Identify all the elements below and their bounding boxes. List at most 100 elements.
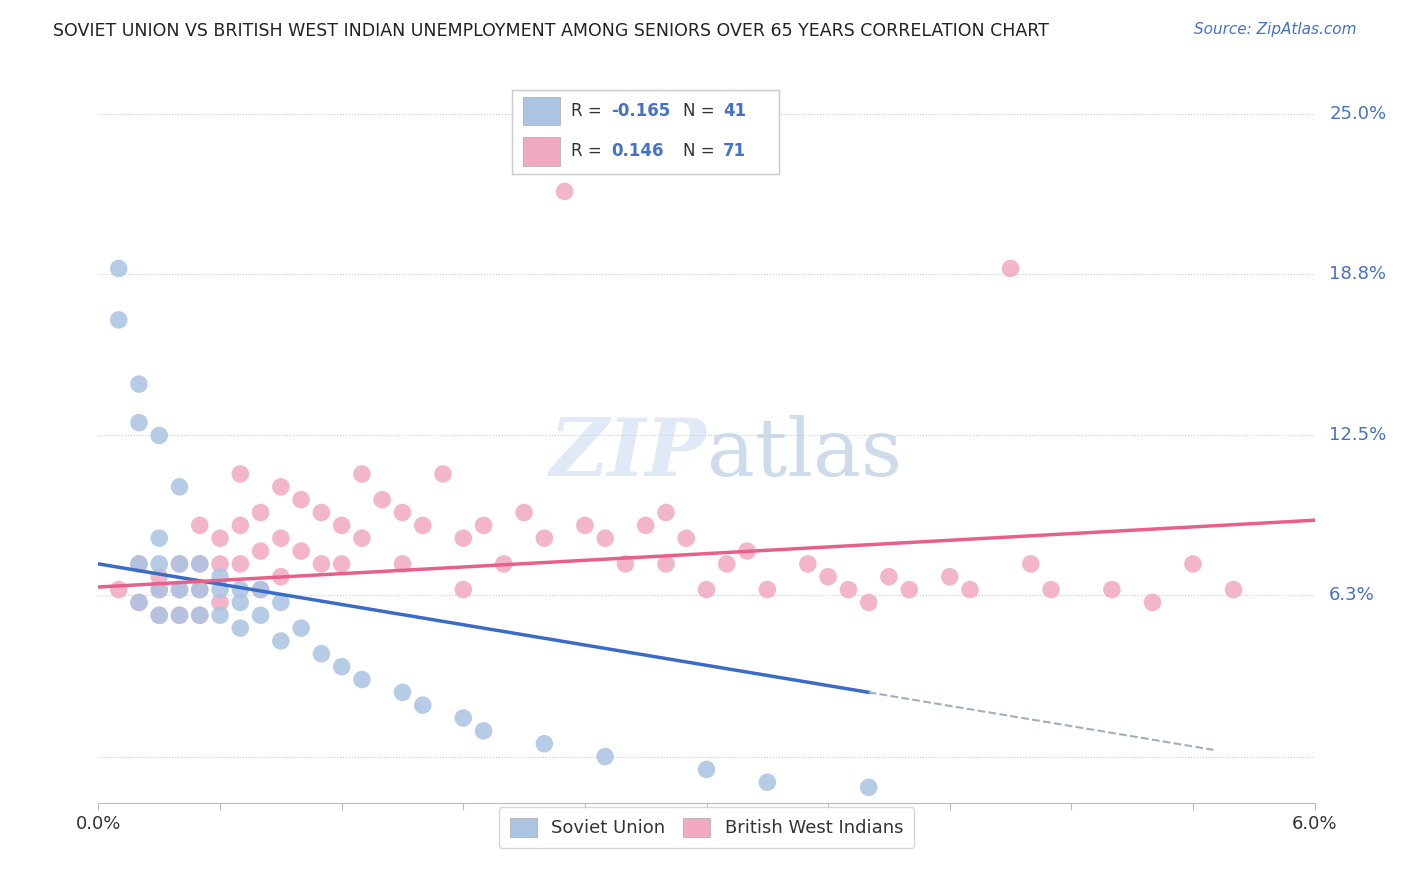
Point bbox=[593, 531, 616, 545]
Point bbox=[188, 608, 211, 623]
Point bbox=[453, 531, 475, 545]
Point bbox=[209, 570, 232, 584]
Point bbox=[270, 595, 292, 609]
Point bbox=[533, 737, 555, 751]
Point bbox=[229, 557, 252, 571]
Point bbox=[128, 557, 150, 571]
Point bbox=[634, 518, 657, 533]
Text: 25.0%: 25.0% bbox=[1329, 105, 1386, 123]
Point bbox=[939, 570, 962, 584]
Point bbox=[270, 531, 292, 545]
Point bbox=[492, 557, 515, 571]
Point bbox=[229, 595, 252, 609]
Point bbox=[311, 557, 333, 571]
Point bbox=[453, 711, 475, 725]
Point bbox=[696, 763, 718, 777]
Point bbox=[675, 531, 697, 545]
Point bbox=[837, 582, 859, 597]
Point bbox=[209, 608, 232, 623]
Point bbox=[311, 647, 333, 661]
Point bbox=[229, 582, 252, 597]
Point bbox=[188, 582, 211, 597]
Point bbox=[1222, 582, 1244, 597]
Point bbox=[290, 492, 312, 507]
Point bbox=[270, 634, 292, 648]
Text: 18.8%: 18.8% bbox=[1329, 265, 1386, 283]
Point bbox=[107, 582, 129, 597]
Point bbox=[513, 506, 536, 520]
Text: SOVIET UNION VS BRITISH WEST INDIAN UNEMPLOYMENT AMONG SENIORS OVER 65 YEARS COR: SOVIET UNION VS BRITISH WEST INDIAN UNEM… bbox=[53, 22, 1049, 40]
Text: ZIP: ZIP bbox=[550, 415, 707, 492]
Point bbox=[371, 492, 394, 507]
Point bbox=[188, 518, 211, 533]
Text: 12.5%: 12.5% bbox=[1329, 426, 1386, 444]
Point bbox=[249, 608, 271, 623]
Point bbox=[128, 595, 150, 609]
Point bbox=[128, 416, 150, 430]
Point bbox=[797, 557, 820, 571]
Point bbox=[188, 557, 211, 571]
Point bbox=[169, 480, 191, 494]
Point bbox=[229, 621, 252, 635]
Point bbox=[128, 377, 150, 392]
Text: Source: ZipAtlas.com: Source: ZipAtlas.com bbox=[1194, 22, 1357, 37]
Point bbox=[270, 570, 292, 584]
Point bbox=[249, 582, 271, 597]
Point bbox=[330, 518, 353, 533]
Point bbox=[209, 582, 232, 597]
Point bbox=[249, 544, 271, 558]
Point bbox=[311, 506, 333, 520]
Point bbox=[391, 685, 413, 699]
Text: atlas: atlas bbox=[707, 415, 901, 493]
Point bbox=[169, 608, 191, 623]
Point bbox=[148, 608, 170, 623]
Point bbox=[107, 261, 129, 276]
Point bbox=[453, 582, 475, 597]
Point bbox=[148, 582, 170, 597]
Point bbox=[148, 531, 170, 545]
Point bbox=[756, 775, 779, 789]
Point bbox=[188, 582, 211, 597]
Point bbox=[574, 518, 596, 533]
Point bbox=[148, 608, 170, 623]
Point bbox=[249, 582, 271, 597]
Point bbox=[1101, 582, 1123, 597]
Point bbox=[169, 557, 191, 571]
Point bbox=[229, 467, 252, 481]
Point bbox=[148, 582, 170, 597]
Point bbox=[290, 621, 312, 635]
Point bbox=[655, 557, 678, 571]
Point bbox=[1142, 595, 1164, 609]
Point bbox=[249, 506, 271, 520]
Point bbox=[350, 467, 373, 481]
Point bbox=[107, 313, 129, 327]
Point bbox=[898, 582, 921, 597]
Point bbox=[472, 723, 495, 738]
Point bbox=[554, 185, 576, 199]
Point bbox=[148, 557, 170, 571]
Point bbox=[1182, 557, 1205, 571]
Point bbox=[128, 595, 150, 609]
Point bbox=[817, 570, 839, 584]
Point bbox=[229, 518, 252, 533]
Point bbox=[270, 480, 292, 494]
Text: 6.3%: 6.3% bbox=[1329, 586, 1375, 604]
Point bbox=[1019, 557, 1042, 571]
Point bbox=[1000, 261, 1022, 276]
Point bbox=[169, 608, 191, 623]
Point bbox=[350, 673, 373, 687]
Point bbox=[735, 544, 758, 558]
Point bbox=[350, 531, 373, 545]
Point bbox=[209, 531, 232, 545]
Point bbox=[148, 428, 170, 442]
Point bbox=[756, 582, 779, 597]
Point bbox=[1040, 582, 1063, 597]
Point bbox=[696, 582, 718, 597]
Point bbox=[412, 698, 434, 713]
Point bbox=[716, 557, 738, 571]
Point bbox=[877, 570, 900, 584]
Point bbox=[533, 531, 555, 545]
Point bbox=[432, 467, 454, 481]
Point bbox=[209, 557, 232, 571]
Point bbox=[330, 557, 353, 571]
